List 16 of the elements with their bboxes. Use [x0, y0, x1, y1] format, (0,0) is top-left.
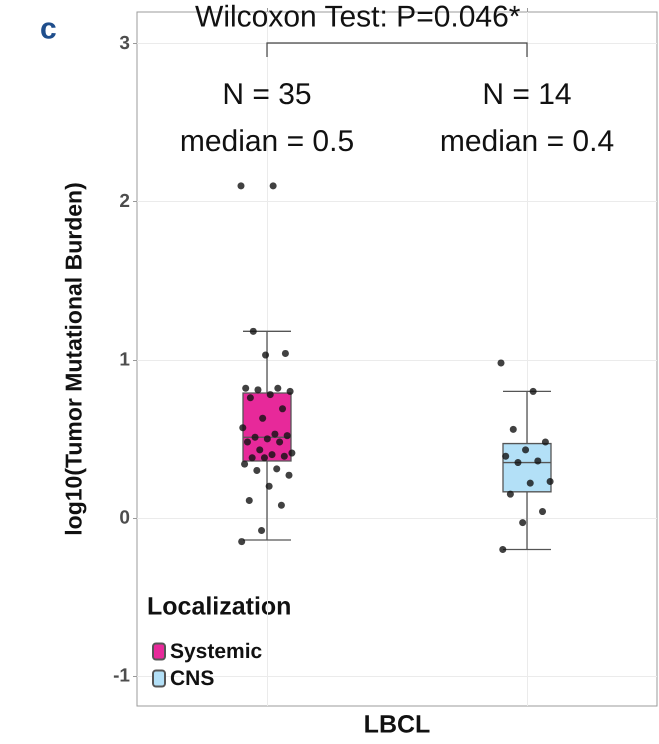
y-axis-title: log10(Tumor Mutational Burden)	[60, 182, 86, 536]
y-tick-label: 0	[119, 507, 130, 528]
annotation: median = 0.4	[440, 125, 614, 159]
y-tick-label: 2	[119, 191, 130, 212]
y-tick-label: 3	[119, 33, 130, 54]
x-tick-label: LBCL	[364, 710, 430, 738]
annotation: median = 0.5	[180, 125, 354, 159]
chart-subtitle: Wilcoxon Test: P=0.046*	[195, 0, 521, 34]
annotation: N = 35	[222, 78, 312, 112]
y-tick-label: -1	[113, 665, 130, 686]
annotation: N = 14	[482, 78, 572, 112]
legend-title: Localization	[147, 592, 292, 620]
legend-label: Systemic	[170, 640, 263, 663]
chart-title: c	[40, 12, 57, 46]
legend-label: CNS	[170, 667, 214, 690]
y-tick-label: 1	[119, 349, 130, 370]
